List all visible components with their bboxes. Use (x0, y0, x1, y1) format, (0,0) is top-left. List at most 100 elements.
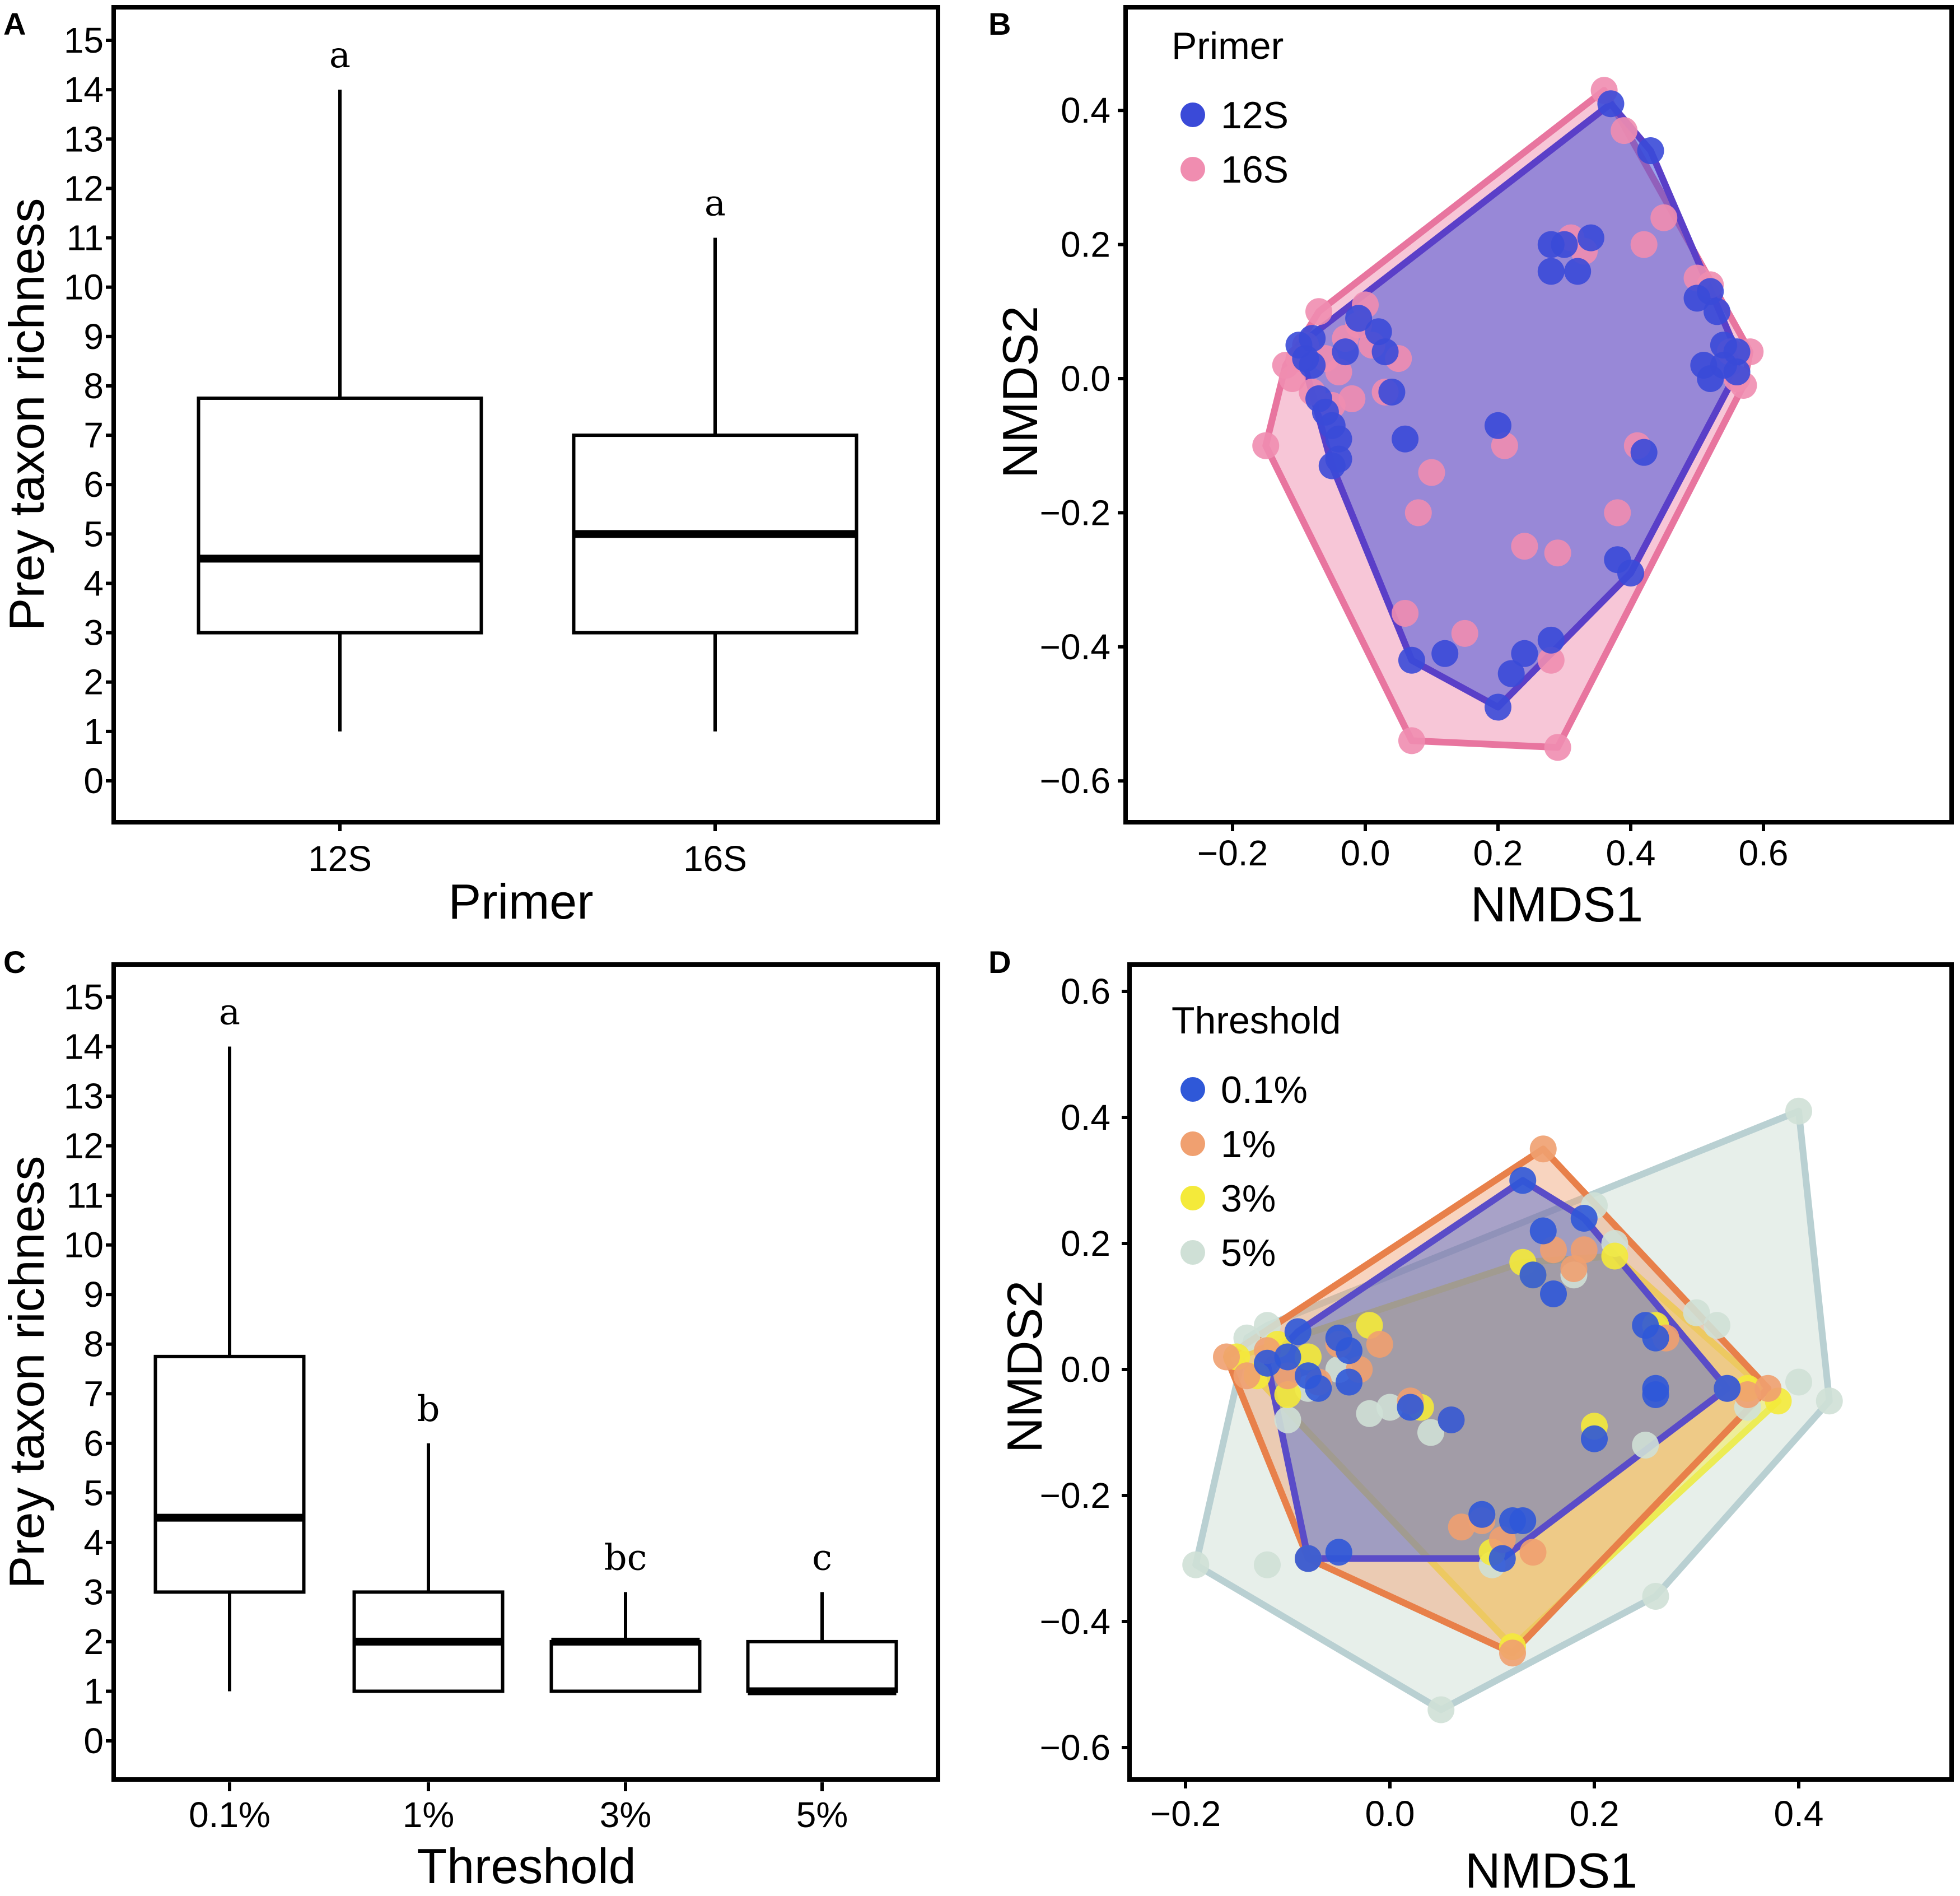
point-12S (1392, 425, 1419, 453)
x-tick-label: 0.0 (1341, 833, 1390, 873)
point-5% (1642, 1583, 1669, 1610)
x-tick-label: −0.2 (1150, 1793, 1221, 1834)
point-0.1% (1438, 1406, 1465, 1433)
point-16S (1338, 385, 1366, 412)
plot-frame-a (111, 5, 940, 824)
y-tick-label: 0.6 (1061, 971, 1110, 1012)
y-tick-label: 6 (83, 1423, 104, 1464)
legend-swatch (1180, 1077, 1205, 1102)
point-5% (1785, 1097, 1812, 1125)
x-tick-label: 0.2 (1473, 833, 1523, 873)
y-tick-label: 2 (83, 1622, 104, 1662)
point-12S (1497, 660, 1525, 687)
y-tick-label: 3 (83, 613, 104, 653)
significance-letter: a (219, 992, 240, 1033)
point-12S (1299, 325, 1326, 352)
legend-label: 3% (1221, 1177, 1276, 1220)
point-16S (1278, 365, 1306, 392)
point-1% (1274, 1362, 1301, 1390)
point-0.1% (1714, 1375, 1741, 1402)
x-tick-label: 3% (600, 1795, 652, 1835)
point-0.1% (1254, 1349, 1281, 1377)
y-tick-label: 10 (64, 267, 104, 308)
point-16S (1650, 204, 1678, 231)
legend-swatch (1180, 1240, 1205, 1265)
point-12S (1577, 224, 1604, 251)
y-tick-label: 1 (83, 1671, 104, 1711)
point-0.1% (1581, 1425, 1608, 1452)
point-12S (1378, 378, 1406, 406)
y-tick-label: −0.6 (1040, 761, 1110, 801)
x-axis-title-c: Threshold (417, 1838, 636, 1894)
point-5% (1417, 1419, 1444, 1446)
point-1% (1519, 1539, 1547, 1566)
point-1% (1570, 1236, 1598, 1264)
y-tick-label: 4 (83, 563, 104, 603)
point-0.1% (1397, 1394, 1424, 1421)
x-tick-label: 0.6 (1739, 833, 1789, 873)
point-12S (1485, 412, 1511, 439)
x-tick-label: 5% (796, 1795, 848, 1835)
point-5% (1816, 1387, 1843, 1415)
x-tick-label: 1% (403, 1795, 455, 1835)
significance-letter: b (417, 1389, 440, 1430)
point-12S (1537, 626, 1565, 654)
point-12S (1723, 358, 1751, 386)
y-tick-label: 0.2 (1061, 1223, 1110, 1264)
plot-frame-c (111, 962, 940, 1782)
point-12S (1630, 439, 1658, 466)
point-0.1% (1488, 1545, 1516, 1572)
point-1% (1213, 1343, 1240, 1371)
y-tick-label: 12 (64, 168, 104, 208)
y-tick-label: 11 (67, 1175, 104, 1215)
point-12S (1431, 640, 1459, 667)
y-tick-label: 8 (83, 1324, 104, 1364)
point-0.1% (1642, 1324, 1669, 1352)
y-tick-label: 0.0 (1061, 358, 1110, 399)
point-16S (1611, 117, 1638, 145)
point-5% (1704, 1312, 1730, 1339)
y-tick-label: −0.6 (1040, 1727, 1110, 1768)
point-0.1% (1468, 1501, 1496, 1528)
x-tick-label: 16S (683, 838, 747, 879)
point-1% (1529, 1135, 1557, 1163)
legend-title: Primer (1172, 25, 1284, 67)
point-12S (1723, 338, 1751, 366)
y-tick-label: −0.4 (1040, 1601, 1110, 1642)
x-tick-label: 0.4 (1774, 1793, 1824, 1834)
legend-swatch (1180, 1186, 1205, 1210)
panel-letter-c: C (3, 944, 26, 980)
x-axis-title-d: NMDS1 (1465, 1843, 1637, 1896)
point-12S (1332, 338, 1359, 366)
significance-letter: a (704, 183, 726, 225)
panel-d-nmds: D −0.6 −0.4 −0.2 0.0 0.2 0.4 0.6 −0.2 0.0 0.2 0.4 T… (988, 944, 1954, 1896)
legend-swatch (1180, 103, 1205, 127)
point-12S (1299, 352, 1326, 379)
point-1% (1448, 1513, 1475, 1541)
legend-label: 16S (1221, 148, 1289, 191)
point-0.1% (1336, 1337, 1362, 1364)
panel-letter-b: B (988, 6, 1011, 41)
plot-frame-d (1127, 962, 1954, 1782)
y-tick-label: 12 (64, 1126, 104, 1166)
point-12S (1318, 452, 1346, 479)
point-1% (1366, 1331, 1393, 1358)
point-0.1% (1274, 1343, 1301, 1371)
point-0.1% (1509, 1167, 1537, 1194)
point-3% (1274, 1381, 1301, 1408)
point-12S (1537, 258, 1565, 285)
point-16S (1418, 459, 1445, 486)
point-5% (1785, 1368, 1812, 1396)
point-0.1% (1295, 1545, 1322, 1572)
point-5% (1356, 1400, 1383, 1427)
y-axis-title-a: Prey taxon richness (0, 198, 54, 631)
y-tick-label: 0.4 (1061, 90, 1110, 131)
point-1% (1499, 1639, 1526, 1667)
point-0.1% (1325, 1539, 1352, 1566)
point-1% (1734, 1381, 1761, 1408)
y-tick-label: −0.4 (1040, 627, 1110, 667)
point-16S (1544, 734, 1571, 761)
point-16S (1537, 646, 1565, 674)
